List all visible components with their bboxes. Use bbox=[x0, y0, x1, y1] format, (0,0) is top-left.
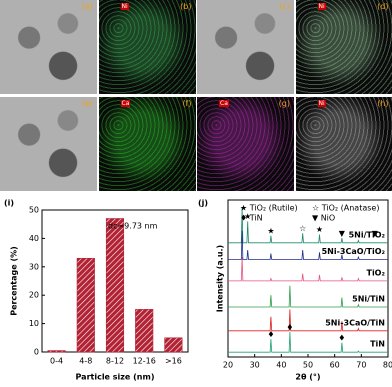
series-label: TiO₂ bbox=[366, 268, 385, 277]
x-tick-label: 20 bbox=[223, 361, 233, 370]
xrd-line bbox=[228, 230, 388, 260]
y-tick-label: 40 bbox=[29, 234, 39, 243]
micrograph: (h) Ni bbox=[295, 97, 392, 191]
panel-label: (d) bbox=[377, 2, 389, 11]
peak-marker: ▼ bbox=[372, 229, 379, 238]
x-tick-label: 0-4 bbox=[50, 357, 63, 366]
x-tick-label: 50 bbox=[303, 361, 313, 370]
y-axis-label: Percentage (%) bbox=[10, 246, 19, 316]
bar bbox=[135, 309, 154, 353]
panel-label: (j) bbox=[198, 199, 208, 208]
peak-legend: ☆ TiO₂ (Anatase) bbox=[312, 204, 379, 213]
panel-label: (c) bbox=[279, 2, 290, 11]
xrd-line bbox=[228, 257, 388, 282]
peak-marker: ♦ bbox=[286, 323, 293, 332]
micrograph: (c) bbox=[197, 0, 294, 94]
peak-marker: ★ bbox=[316, 225, 323, 234]
panel-label: (f) bbox=[182, 99, 192, 108]
micrograph: (e) bbox=[0, 97, 97, 191]
peak-marker: ▼ bbox=[339, 229, 346, 238]
series-label: 5Ni-3CaO/TiN bbox=[325, 318, 385, 327]
y-tick-label: 50 bbox=[29, 206, 39, 215]
x-tick-label: 4-8 bbox=[79, 357, 92, 366]
bar bbox=[105, 218, 125, 353]
y-tick-label: 10 bbox=[29, 319, 39, 328]
series-label: TiN bbox=[370, 340, 385, 349]
x-tick-label: 70 bbox=[356, 361, 366, 370]
peak-marker: ♦ bbox=[338, 333, 345, 342]
xrd-line bbox=[228, 207, 388, 244]
peak-legend: ▼ NiO bbox=[312, 214, 335, 223]
series-label: 5Ni/TiN bbox=[352, 295, 385, 304]
x-tick-label: 30 bbox=[250, 361, 260, 370]
micrograph: (g) Ca bbox=[197, 97, 294, 191]
panel-label: (a) bbox=[81, 2, 93, 11]
x-tick-label: 8-12 bbox=[106, 357, 124, 366]
bar bbox=[47, 350, 66, 353]
plot-frame bbox=[227, 199, 389, 358]
x-tick-label: 12-16 bbox=[133, 357, 156, 366]
peak-marker: ★ bbox=[244, 212, 251, 221]
xrd-line bbox=[228, 331, 388, 353]
series-label: 5Ni-3CaO/TiO₂ bbox=[322, 247, 386, 256]
x-axis-label: Particle size (nm) bbox=[76, 373, 155, 382]
micrograph: (a) bbox=[0, 0, 97, 94]
bar bbox=[164, 337, 183, 353]
x-tick-label: 80 bbox=[383, 361, 392, 370]
panel-label: (g) bbox=[278, 99, 290, 108]
x-tick-label: 60 bbox=[330, 361, 340, 370]
annotation: dc=9.73 nm bbox=[108, 222, 158, 231]
bar bbox=[76, 257, 95, 353]
panel-label: (e) bbox=[81, 99, 93, 108]
micrograph: (d) Ni bbox=[295, 0, 392, 94]
x-tick-label: 40 bbox=[276, 361, 286, 370]
xrd-line bbox=[228, 309, 388, 332]
element-label: Ni bbox=[120, 3, 129, 10]
element-label: Ca bbox=[120, 100, 131, 107]
peak-marker: ♦ bbox=[267, 330, 274, 339]
peak-marker: ★ bbox=[267, 226, 274, 235]
x-tick-label: >16 bbox=[165, 357, 182, 366]
element-label: Ni bbox=[317, 3, 326, 10]
xrd-line bbox=[228, 285, 388, 308]
x-axis-label: 2θ (°) bbox=[295, 373, 320, 382]
series-label: 5Ni/TiO₂ bbox=[349, 230, 386, 239]
y-tick-label: 0 bbox=[34, 348, 39, 357]
y-tick-label: 20 bbox=[29, 291, 39, 300]
peak-legend: ♦ TiN bbox=[240, 214, 263, 223]
y-axis-label: Intensity (a.u.) bbox=[216, 245, 225, 312]
y-tick-label: 30 bbox=[29, 262, 39, 271]
micrograph: (f) Ca bbox=[98, 97, 196, 191]
element-label: Ca bbox=[219, 100, 229, 107]
peak-marker: ☆ bbox=[299, 224, 306, 233]
element-label: Ni bbox=[317, 100, 326, 107]
panel-label: (b) bbox=[180, 2, 192, 11]
micrograph: (b) Ni bbox=[98, 0, 196, 94]
peak-legend: ★ TiO₂ (Rutile) bbox=[240, 204, 298, 213]
panel-label: (i) bbox=[4, 199, 14, 208]
panel-label: (h) bbox=[377, 99, 389, 108]
